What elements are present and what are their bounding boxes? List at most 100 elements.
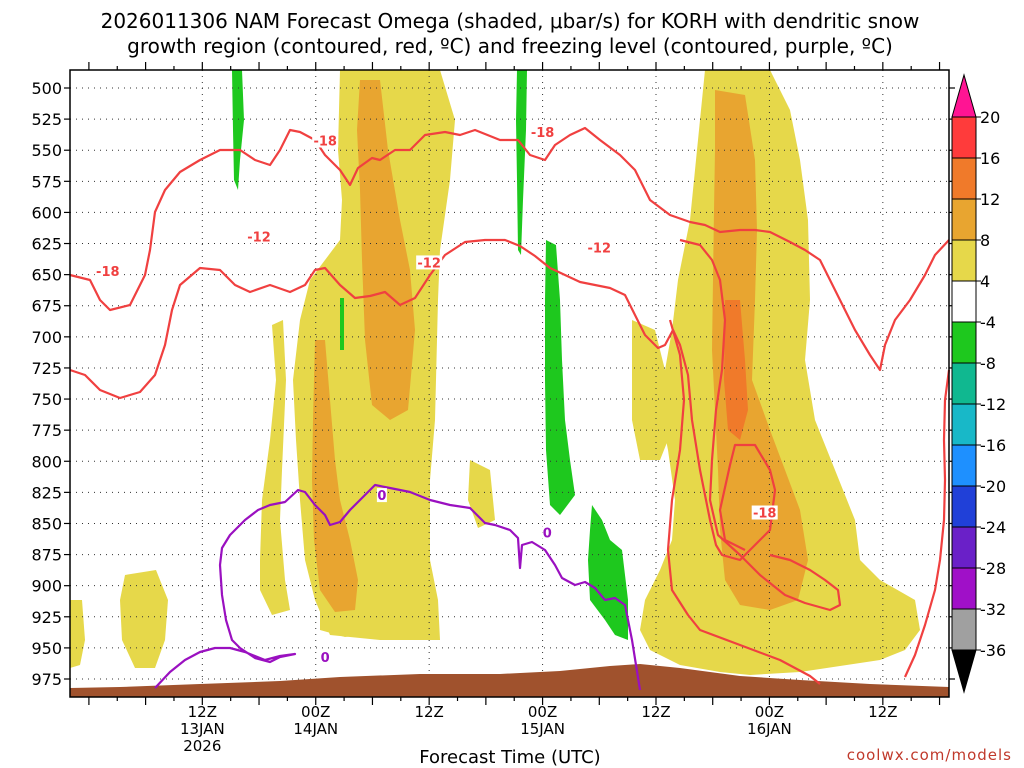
- omega-green-5: [588, 505, 628, 640]
- y-tick-label: 975: [31, 670, 62, 689]
- chart-title-line1: 2026011306 NAM Forecast Omega (shaded, μ…: [101, 9, 920, 33]
- colorbar-segment: [951, 403, 977, 446]
- colorbar-segment: [951, 485, 977, 528]
- omega-green-1: [232, 70, 244, 190]
- y-tick-label: 575: [31, 172, 62, 191]
- freezing-level-label-bg: [542, 525, 553, 540]
- omega-orange-2: [312, 340, 358, 612]
- dgz-contour-label-bg: [586, 240, 613, 255]
- omega-green-3: [516, 70, 527, 255]
- freezing-level-label-bg: [376, 488, 387, 503]
- freezing-level-label: 0: [543, 526, 552, 541]
- dgz-contour-minus12-lower: [679, 238, 842, 612]
- colorbar-top-arrow: [951, 73, 977, 118]
- colorbar: 20 16 12 8 4 -4 -8 -12 -16 -20 -24 -28 -32 -36: [951, 73, 1006, 694]
- colorbar-segment: [951, 239, 977, 282]
- dgz-contour-label-bg: [312, 133, 339, 148]
- omega-orange-3: [712, 90, 808, 610]
- colorbar-label: 20: [980, 108, 1000, 127]
- colorbar-segment: [951, 444, 977, 487]
- contour-labels: -18 -18 -18 -18 -12 -12 -12 0 0 0: [94, 124, 778, 666]
- colorbar-segment: [951, 608, 977, 651]
- colorbar-segment: [951, 116, 977, 159]
- dgz-contour-label-bg: [529, 124, 556, 139]
- dgz-contour-label: -18: [753, 507, 777, 522]
- dgz-contour-label-bg: [246, 229, 273, 244]
- colorbar-segment: [951, 567, 977, 610]
- y-tick-label: 700: [31, 328, 62, 347]
- dgz-contours: [69, 126, 951, 685]
- x-tick-label: 12Z: [868, 703, 897, 721]
- colorbar-bottom-arrow: [951, 649, 977, 694]
- dgz-contour-label-bg: [416, 255, 443, 270]
- omega-green-4: [545, 240, 575, 515]
- colorbar-segment: [951, 198, 977, 241]
- plot-area: -18 -18 -18 -18 -12 -12 -12 0 0 0: [69, 69, 951, 698]
- chart-title-line2: growth region (contoured, red, ºC) and f…: [127, 34, 893, 58]
- freezing-level-label: 0: [321, 651, 330, 666]
- omega-orange-1: [357, 80, 415, 420]
- x-tick-label: 2026: [183, 737, 221, 755]
- colorbar-label: 12: [980, 190, 1000, 209]
- dgz-contour-label: -18: [313, 135, 337, 150]
- x-tick-label: 12Z: [414, 703, 443, 721]
- x-axis-title: Forecast Time (UTC): [419, 747, 600, 768]
- y-tick-label: 650: [31, 266, 62, 285]
- freezing-level-contour: [154, 483, 642, 691]
- freezing-level-contours: [154, 483, 642, 691]
- omega-orange-regions: [312, 80, 808, 612]
- x-tick-label: 00Z: [301, 703, 330, 721]
- dgz-contour-minus18-top: [69, 126, 950, 372]
- omega-yellow-8: [632, 320, 672, 460]
- colorbar-label: -32: [980, 600, 1006, 619]
- colorbar-segment: [951, 321, 977, 364]
- x-tick-label: 12Z: [188, 703, 217, 721]
- x-tick-label: 14JAN: [293, 720, 338, 738]
- omega-deep-orange-regions: [724, 300, 748, 440]
- colorbar-label: -28: [980, 559, 1006, 578]
- y-axis: 500 525 550 575 600 625 650 675 700 725 750 775 800 8…: [31, 79, 955, 689]
- colorbar-label: -8: [980, 354, 996, 373]
- dgz-contour-label: -12: [417, 256, 441, 271]
- omega-yellow-4: [70, 600, 85, 668]
- credit-text: coolwx.com/models: [847, 746, 1012, 764]
- colorbar-label: 4: [980, 272, 990, 291]
- y-tick-label: 750: [31, 390, 62, 409]
- y-tick-label: 675: [31, 297, 62, 316]
- x-tick-label: 16JAN: [747, 720, 792, 738]
- y-tick-label: 800: [31, 452, 62, 471]
- y-tick-label: 600: [31, 203, 62, 222]
- y-tick-label: 950: [31, 639, 62, 658]
- colorbar-label: -16: [980, 436, 1006, 455]
- terrain-surface: [70, 664, 949, 697]
- colorbar-label: 16: [980, 149, 1000, 168]
- y-tick-label: 625: [31, 235, 62, 254]
- dgz-contour-label-bg: [751, 505, 778, 520]
- dgz-contour-label: -18: [531, 126, 555, 141]
- x-tick-label: 15JAN: [520, 720, 565, 738]
- dgz-contour-minus12-west: [666, 319, 821, 685]
- omega-yellow-2: [260, 320, 290, 615]
- y-tick-label: 525: [31, 110, 62, 129]
- colorbar-segment: [951, 157, 977, 200]
- colorbar-label: -4: [980, 313, 996, 332]
- omega-yellow-3: [120, 570, 168, 668]
- colorbar-segment: [951, 362, 977, 405]
- gridlines: [70, 70, 949, 697]
- plot-border: [69, 69, 950, 698]
- colorbar-label: -12: [980, 395, 1006, 414]
- colorbar-label: -24: [980, 518, 1006, 537]
- dgz-contour-label: -18: [96, 265, 120, 280]
- dgz-contour-east: [903, 369, 951, 678]
- colorbar-label: -20: [980, 477, 1006, 496]
- y-tick-label: 775: [31, 421, 62, 440]
- colorbar-label: 8: [980, 231, 990, 250]
- x-tick-label: 12Z: [641, 703, 670, 721]
- y-tick-label: 550: [31, 141, 62, 160]
- omega-green-regions: [232, 70, 628, 640]
- y-tick-label: 925: [31, 608, 62, 627]
- colorbar-segment: [951, 526, 977, 569]
- x-tick-label: 00Z: [528, 703, 557, 721]
